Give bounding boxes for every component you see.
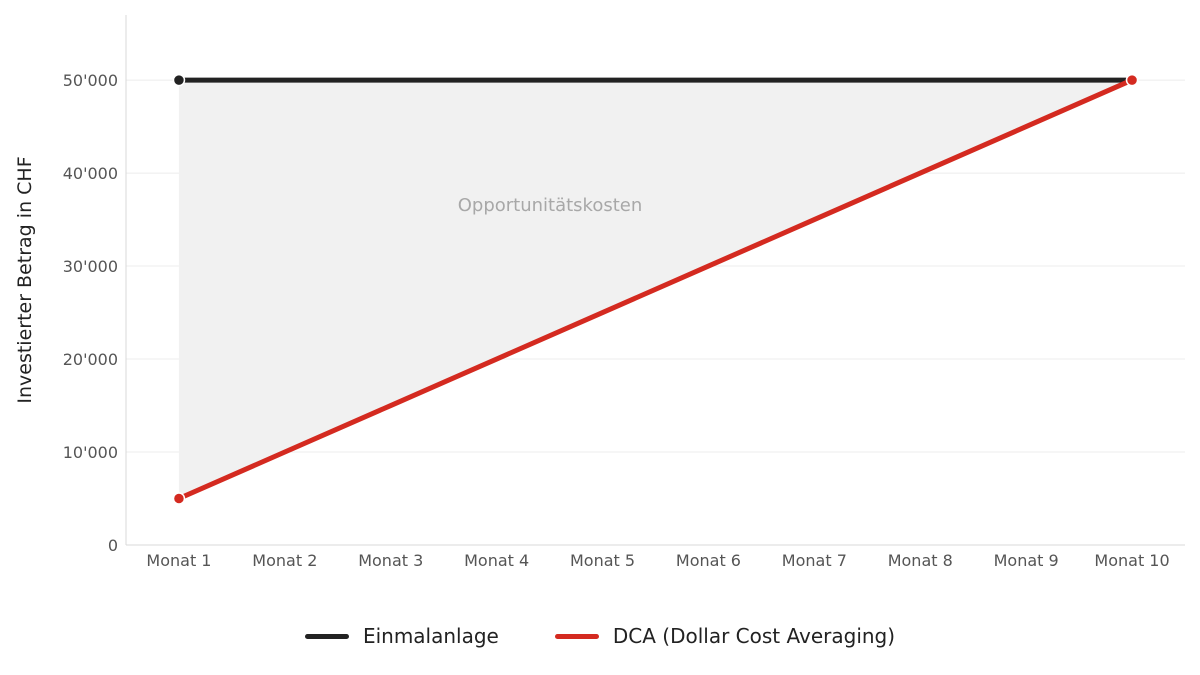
opportunity-cost-area <box>178 80 1133 499</box>
y-tick-labels: 0 10'000 20'000 30'000 40'000 50'000 <box>63 71 118 555</box>
x-tick-label: Monat 2 <box>252 551 317 570</box>
series-lines <box>172 73 1139 505</box>
data-point[interactable] <box>172 492 186 505</box>
x-tick-label: Monat 5 <box>570 551 635 570</box>
y-tick-label: 50'000 <box>63 71 118 90</box>
opportunity-cost-label: Opportunitätskosten <box>458 195 643 216</box>
x-tick-label: Monat 6 <box>676 551 741 570</box>
legend-label: DCA (Dollar Cost Averaging) <box>612 624 896 648</box>
legend: Einmalanlage DCA (Dollar Cost Averaging) <box>0 624 1200 648</box>
x-tick-label: Monat 8 <box>888 551 953 570</box>
y-tick-label: 30'000 <box>63 257 118 276</box>
y-tick-label: 0 <box>108 536 118 555</box>
y-tick-label: 40'000 <box>63 164 118 183</box>
legend-item-dca[interactable]: DCA (Dollar Cost Averaging) <box>554 624 896 648</box>
x-tick-labels: Monat 1 Monat 2 Monat 3 Monat 4 Monat 5 Monat… <box>146 551 1169 570</box>
y-tick-label: 20'000 <box>63 350 118 369</box>
legend-item-einmalanlage[interactable]: Einmalanlage <box>304 624 499 648</box>
x-tick-label: Monat 1 <box>146 551 211 570</box>
x-tick-label: Monat 9 <box>994 551 1059 570</box>
series-line-1 <box>176 77 1135 502</box>
data-point[interactable] <box>1125 73 1139 87</box>
legend-swatch <box>304 633 349 639</box>
y-tick-label: 10'000 <box>63 443 118 462</box>
x-tick-label: Monat 3 <box>358 551 423 570</box>
x-tick-label: Monat 7 <box>782 551 847 570</box>
data-point[interactable] <box>172 73 186 87</box>
legend-swatch <box>554 633 599 639</box>
x-tick-label: Monat 4 <box>464 551 529 570</box>
y-axis-label: Investierter Betrag in CHF <box>14 156 36 403</box>
line-chart: Opportunitätskosten 0 10'000 20'000 30'000 4… <box>14 15 1185 570</box>
legend-label: Einmalanlage <box>362 624 499 648</box>
x-tick-label: Monat 10 <box>1094 551 1169 570</box>
